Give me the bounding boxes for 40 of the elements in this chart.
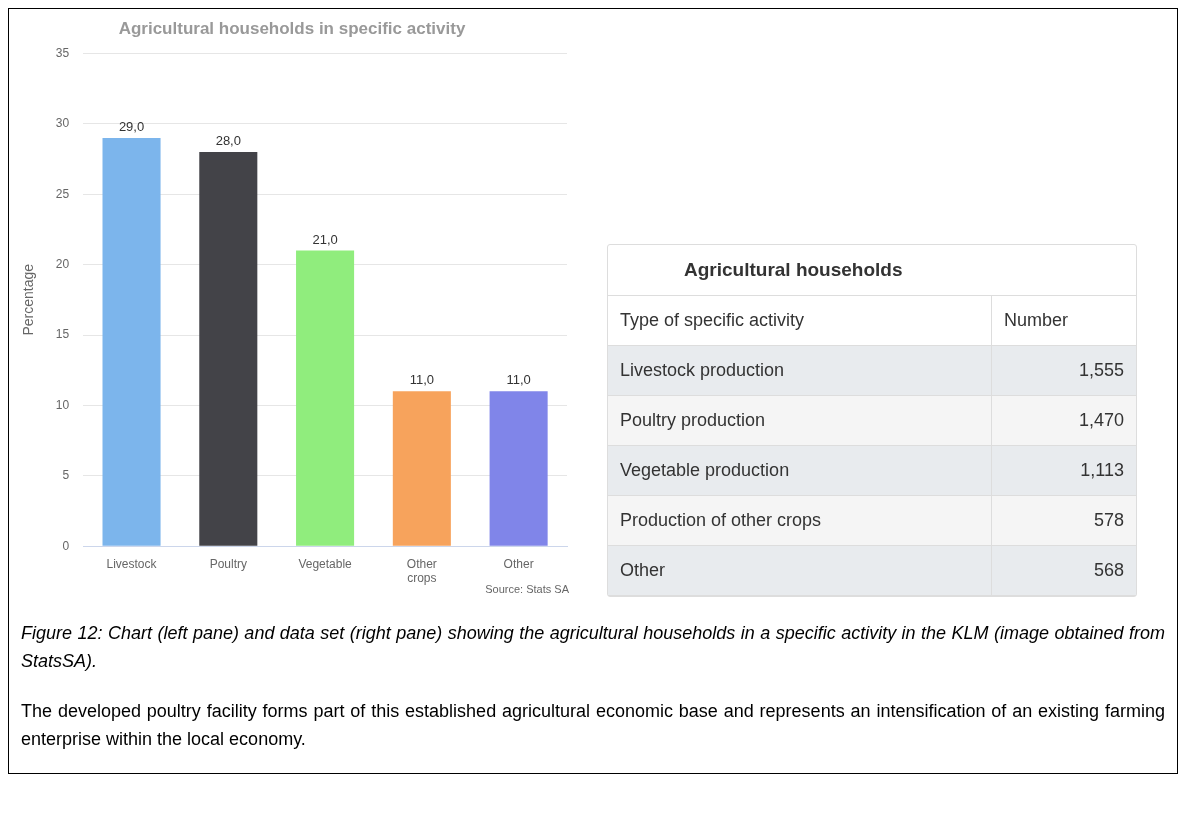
y-tick-label: 5 <box>62 468 70 483</box>
text: Type of specific activity <box>608 296 992 346</box>
y-axis-title: Percentage <box>20 263 37 336</box>
text: 568 <box>1093 560 1124 580</box>
caption: Figure 12: Chart (left pane) and data set (right pane) showing the agricultural households in a specific activity in the KLM (image obtained from StatsSA). <box>21 622 1165 673</box>
bar <box>102 137 161 546</box>
text: Agricultural households <box>608 245 1136 296</box>
y-tick-label: 25 <box>55 186 70 201</box>
text: 1,470 <box>1078 410 1124 430</box>
text: 1,113 <box>1080 460 1124 480</box>
y-tick-label: 35 <box>55 45 70 60</box>
data-label: 29,0 <box>118 118 145 134</box>
data-label: 21,0 <box>312 231 338 247</box>
bar <box>296 250 355 546</box>
y-tick-label: 30 <box>55 116 70 131</box>
x-tick-label: Other <box>503 556 534 571</box>
text: 1,555 <box>1078 360 1124 380</box>
category-label: Poultry production <box>608 395 992 446</box>
category-label: Vegetable production <box>608 445 992 496</box>
text: The developed poultry facility forms part of this established agricultural economic base and represents an intensification of an existing farming enterprise within the local economy. <box>21 700 1165 751</box>
y-tick-label: 10 <box>55 397 70 412</box>
y-tick-label: 0 <box>62 538 70 553</box>
source-note: Source: Stats SA <box>485 583 569 595</box>
chart-title: Agricultural households in specific activity <box>118 18 466 38</box>
data-label: 28,0 <box>215 133 241 149</box>
category-label: Livestock production <box>608 345 992 396</box>
y-tick-label: 20 <box>55 256 70 271</box>
bar <box>392 391 451 546</box>
text: Number <box>991 296 1136 346</box>
data-label: 11,0 <box>409 372 435 388</box>
bar <box>199 151 258 546</box>
x-tick-label: Livestock <box>106 556 158 571</box>
text: 578 <box>1093 510 1124 530</box>
x-tick-label: Vegetable <box>298 556 353 571</box>
x-tick-label: Poultry <box>209 556 247 571</box>
category-label: Production of other crops <box>608 495 992 546</box>
data-label: 11,0 <box>506 372 531 388</box>
x-tick-label: Other crops <box>406 556 437 586</box>
y-tick-label: 15 <box>55 327 70 342</box>
bar <box>489 391 548 546</box>
